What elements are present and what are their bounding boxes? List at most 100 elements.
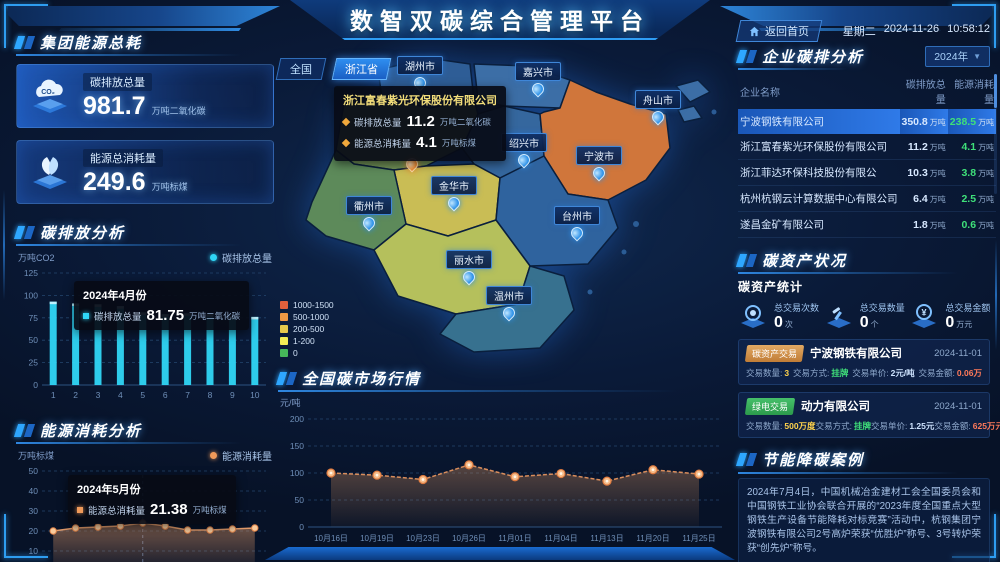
map-pin-icon bbox=[500, 304, 518, 322]
cell-carbon: 1.8 万吨 bbox=[899, 211, 948, 238]
co2-cloud-icon: CO₂ bbox=[33, 79, 67, 113]
transaction-volume-icon bbox=[826, 307, 851, 329]
year-filter-value: 2024年 bbox=[934, 51, 969, 63]
city-label: 宁波市 bbox=[576, 146, 622, 165]
city-marker-嘉兴市[interactable]: 嘉兴市 bbox=[515, 62, 561, 98]
col-name: 企业名称 bbox=[740, 87, 780, 99]
energy-line-chart[interactable]: 0102030405012345678910 bbox=[16, 463, 272, 562]
section-title: 企业碳排分析 bbox=[762, 48, 865, 66]
year-filter-dropdown[interactable]: 2024年 ▼ bbox=[925, 46, 990, 67]
cell-name: 遂昌金矿有限公司 bbox=[738, 211, 900, 238]
transaction-item[interactable]: 绿电交易 动力有限公司 2024-11-01 交易数量: 500万度 交易方式: 挂… bbox=[738, 391, 1000, 438]
svg-text:150: 150 bbox=[290, 441, 304, 451]
section-title: 全国碳市场行情 bbox=[302, 370, 422, 388]
svg-text:2: 2 bbox=[73, 390, 78, 400]
transaction-detail: 交易数量: 3 bbox=[746, 367, 790, 378]
carbon-total-card[interactable]: CO₂ 碳排放总量 981.7 万吨二氧化碳 bbox=[16, 64, 274, 128]
table-row[interactable]: 遂昌金矿有限公司 1.8 万吨 0.6 万吨 bbox=[738, 211, 997, 238]
city-marker-台州市[interactable]: 台州市 bbox=[554, 206, 600, 242]
transaction-item[interactable]: 碳资产交易 宁波钢铁有限公司 2024-11-01 交易数量: 3 交易方式: 挂牌… bbox=[738, 338, 990, 385]
city-marker-舟山市[interactable]: 舟山市 bbox=[635, 90, 681, 126]
market-line-chart[interactable]: 0 50 100 150 200 10月16日 10月19日 10月23日 10月26日 11月0… bbox=[278, 409, 730, 559]
cell-energy: 4.1 万吨 bbox=[947, 134, 997, 160]
cell-name: 浙江菲达环保科技股份有限公 bbox=[738, 159, 900, 186]
y-axis-unit: 万吨CO2 bbox=[18, 253, 55, 263]
city-marker-丽水市[interactable]: 丽水市 bbox=[446, 250, 492, 286]
legend-swatch-icon bbox=[280, 313, 288, 321]
table-scrollbar[interactable] bbox=[994, 74, 997, 194]
bottom-decoration bbox=[265, 547, 735, 560]
svg-text:0: 0 bbox=[33, 380, 38, 390]
cell-carbon: 10.3 万吨 bbox=[899, 159, 948, 186]
section-energy-summary-header: 集团能源总耗 bbox=[13, 32, 274, 56]
map-tab-zhejiang[interactable]: 浙江省 bbox=[331, 58, 392, 80]
city-marker-宁波市[interactable]: 宁波市 bbox=[576, 146, 622, 182]
home-icon bbox=[749, 26, 760, 36]
tooltip-label: 碳排放总量 bbox=[354, 117, 402, 129]
map-pin-icon bbox=[529, 80, 547, 98]
frame-edge bbox=[3, 190, 5, 300]
legend-swatch-icon bbox=[280, 349, 288, 357]
map-pin-icon bbox=[649, 108, 667, 126]
carbon-bar-chart[interactable]: 0 25 50 75 100 125 1 2 3 4 5 6 7 8 9 10 bbox=[16, 265, 272, 411]
province-map[interactable]: 浙江富春紫光环保股份有限公司 碳排放总量 11.2 万吨二氧化碳 能源总消耗量 … bbox=[278, 52, 734, 364]
transaction-type-badge: 碳资产交易 bbox=[744, 344, 805, 362]
map-pin-icon bbox=[590, 164, 608, 182]
city-marker-衢州市[interactable]: 衢州市 bbox=[346, 196, 392, 232]
cell-carbon: 350.8 万吨 bbox=[899, 109, 948, 134]
table-row[interactable]: 宁波钢铁有限公司 350.8 万吨 238.5 万吨 bbox=[738, 109, 997, 134]
cell-energy: 0.6 万吨 bbox=[947, 211, 997, 238]
energy-total-card[interactable]: 能源总消耗量 249.6 万吨标煤 bbox=[16, 140, 274, 204]
svg-text:10: 10 bbox=[29, 546, 39, 556]
svg-text:11月25日: 11月25日 bbox=[682, 534, 715, 543]
table-row[interactable]: 浙江菲达环保科技股份有限公 10.3 万吨 3.8 万吨 bbox=[738, 159, 997, 186]
legend-item: 500-1000 bbox=[280, 312, 334, 322]
map-tab-national[interactable]: 全国 bbox=[275, 58, 327, 80]
legend-swatch-icon bbox=[280, 301, 288, 309]
case-item[interactable]: 2024年7月4日，中国机械冶金建材工会全国委员会和中国钢铁工业协会联合开展的“… bbox=[738, 477, 990, 562]
cell-energy: 3.8 万吨 bbox=[947, 159, 997, 186]
legend-label: 能源消耗量 bbox=[222, 452, 272, 463]
y-axis-unit: 元/吨 bbox=[280, 398, 301, 408]
svg-text:10: 10 bbox=[250, 390, 260, 400]
time: 10:58:12 bbox=[947, 23, 990, 35]
cell-carbon: 6.4 万吨 bbox=[899, 185, 948, 212]
svg-text:1: 1 bbox=[51, 390, 56, 400]
legend-item: 0 bbox=[280, 348, 334, 358]
svg-text:100: 100 bbox=[290, 468, 304, 478]
city-marker-金华市[interactable]: 金华市 bbox=[431, 176, 477, 212]
svg-text:CO₂: CO₂ bbox=[41, 89, 55, 96]
diamond-bullet-icon bbox=[341, 138, 351, 147]
card-unit: 万吨二氧化碳 bbox=[151, 106, 206, 116]
svg-text:¥: ¥ bbox=[922, 308, 927, 318]
svg-text:10月16日: 10月16日 bbox=[314, 534, 348, 543]
legend-swatch-icon bbox=[280, 325, 288, 333]
tooltip-dot-icon bbox=[83, 312, 89, 319]
stat-label: 总交易金额 bbox=[945, 303, 991, 313]
svg-text:11月04日: 11月04日 bbox=[544, 534, 577, 543]
legend-dot-icon bbox=[210, 452, 217, 459]
tooltip-dot-icon bbox=[77, 506, 83, 513]
city-marker-温州市[interactable]: 温州市 bbox=[486, 286, 532, 322]
table-row[interactable]: 杭州杭钢云计算数据中心有限公司 6.4 万吨 2.5 万吨 bbox=[738, 185, 997, 212]
svg-text:11月13日: 11月13日 bbox=[590, 534, 623, 543]
home-button[interactable]: 返回首页 bbox=[735, 20, 823, 42]
legend-range: 1000-1500 bbox=[293, 300, 334, 310]
chart-legend[interactable]: 碳排放总量 bbox=[210, 250, 272, 265]
legend-dot-icon bbox=[210, 254, 217, 261]
section-icon bbox=[735, 49, 758, 63]
col-carbon: 碳排放总量 bbox=[905, 80, 946, 106]
chart-legend[interactable]: 能源消耗量 bbox=[210, 448, 272, 463]
city-marker-绍兴市[interactable]: 绍兴市 bbox=[501, 133, 547, 169]
y-axis-unit: 万吨标煤 bbox=[18, 451, 55, 461]
transaction-date: 2024-11-01 bbox=[934, 400, 982, 412]
svg-text:10月23日: 10月23日 bbox=[406, 534, 440, 543]
table-header-row: 企业名称 碳排放总量 能源消耗量 bbox=[738, 73, 996, 109]
legend-range: 0 bbox=[293, 348, 298, 358]
svg-text:3: 3 bbox=[96, 390, 101, 400]
city-marker-湖州市[interactable]: 湖州市 bbox=[397, 56, 443, 92]
table-row[interactable]: 浙江富春紫光环保股份有限公司 11.2 万吨 4.1 万吨 bbox=[738, 134, 997, 160]
section-title: 能源消耗分析 bbox=[40, 422, 143, 440]
